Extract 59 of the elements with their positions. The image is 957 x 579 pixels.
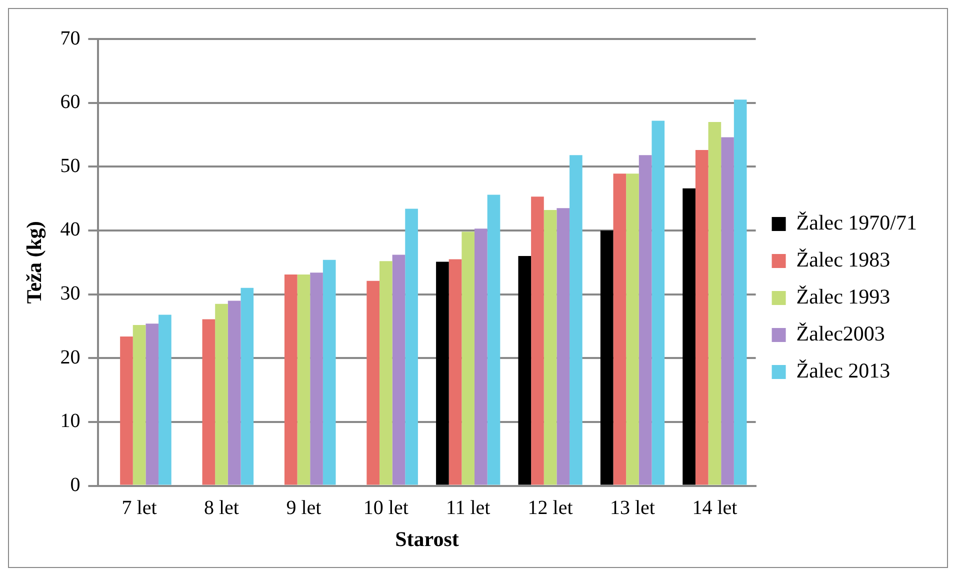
bar bbox=[721, 137, 734, 485]
y-tick-label: 50 bbox=[60, 154, 80, 177]
x-tick-label: 12 let bbox=[528, 497, 574, 520]
bar bbox=[310, 272, 323, 485]
bar bbox=[284, 274, 298, 485]
bar bbox=[322, 260, 336, 485]
bar bbox=[379, 261, 392, 485]
bar bbox=[600, 230, 614, 485]
x-tick-label: 7 let bbox=[122, 497, 158, 520]
bar bbox=[215, 304, 228, 485]
bar bbox=[695, 150, 708, 485]
bar bbox=[544, 210, 557, 485]
legend-label: Žalec 1993 bbox=[796, 284, 890, 309]
bar bbox=[228, 300, 241, 485]
legend-label: Žalec2003 bbox=[796, 322, 885, 346]
bar bbox=[734, 100, 747, 485]
bar bbox=[202, 319, 216, 485]
y-tick-label: 40 bbox=[60, 218, 80, 241]
bar bbox=[638, 155, 652, 485]
y-tick-label: 20 bbox=[60, 346, 80, 368]
x-tick-label: 8 let bbox=[204, 497, 240, 520]
x-tick-label: 14 let bbox=[692, 497, 738, 520]
x-tick-label: 10 let bbox=[363, 497, 409, 520]
y-tick-label: 10 bbox=[60, 410, 80, 432]
bar bbox=[120, 336, 133, 485]
bar bbox=[652, 120, 665, 485]
bar bbox=[146, 324, 159, 485]
bar bbox=[531, 196, 544, 485]
bar bbox=[405, 208, 418, 485]
bar bbox=[570, 155, 582, 485]
bar bbox=[436, 262, 449, 485]
bar bbox=[392, 254, 406, 485]
x-tick-label: 11 let bbox=[446, 497, 491, 520]
bar bbox=[448, 259, 462, 485]
x-axis-title: Starost bbox=[395, 526, 459, 551]
y-tick-label: 70 bbox=[60, 27, 80, 50]
bar bbox=[708, 122, 722, 485]
y-tick-label: 0 bbox=[70, 474, 80, 496]
y-tick-label: 60 bbox=[60, 91, 80, 114]
legend-label: Žalec 2013 bbox=[796, 358, 890, 383]
y-axis-title: Teža (kg) bbox=[22, 221, 46, 304]
bar bbox=[297, 274, 310, 485]
bar bbox=[132, 324, 146, 485]
bar bbox=[158, 314, 172, 485]
bar bbox=[682, 188, 696, 485]
bar bbox=[518, 256, 532, 485]
legend-label: Žalec 1983 bbox=[796, 248, 890, 272]
x-tick-label: 9 let bbox=[286, 497, 322, 520]
bar bbox=[240, 288, 254, 485]
bar bbox=[487, 194, 500, 485]
bar bbox=[556, 208, 570, 485]
y-tick-label: 30 bbox=[60, 282, 80, 305]
x-tick-label: 13 let bbox=[610, 497, 656, 520]
bar bbox=[462, 232, 475, 485]
bar bbox=[366, 280, 380, 485]
legend-label: Žalec 1970/71 bbox=[796, 210, 918, 235]
bar bbox=[474, 228, 488, 485]
bar bbox=[613, 174, 626, 485]
bar bbox=[626, 174, 639, 485]
